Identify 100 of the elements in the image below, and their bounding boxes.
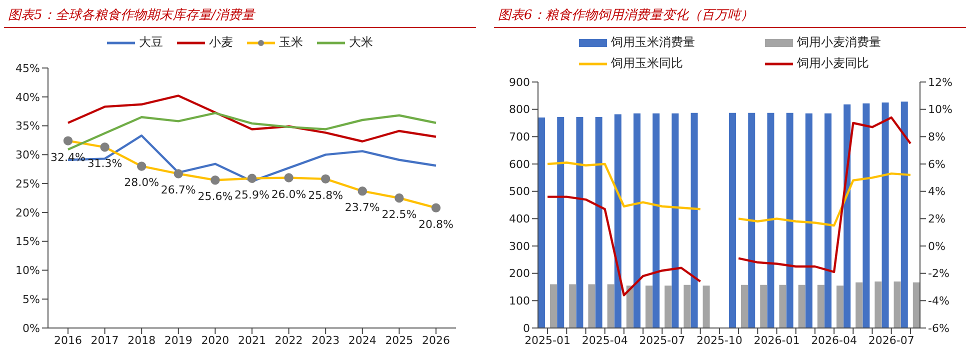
line-series [66, 94, 438, 142]
legend-label: 饲用小麦消费量 [797, 34, 881, 51]
y2-tick-label: 12% [928, 76, 952, 89]
x-tick-label: 2018 [128, 334, 156, 347]
bar [626, 286, 634, 328]
y-tick-label: 10% [16, 264, 40, 278]
y-tick-label: 800 [509, 103, 530, 116]
x-tick-label: 2025-10 [696, 334, 742, 347]
chart-title: 图表6：粮食作物饲用消费量变化（百万吨） [494, 0, 966, 28]
bar [805, 113, 812, 328]
bar [634, 113, 640, 328]
y2-tick-label: 4% [928, 185, 946, 198]
bar [882, 102, 889, 328]
bar [614, 114, 622, 328]
y-tick-label: 15% [16, 235, 40, 248]
y-tick-label: 100 [509, 294, 530, 308]
bar [856, 282, 863, 328]
y-tick-label: 900 [509, 76, 530, 89]
bar [894, 282, 901, 328]
bar [912, 282, 920, 328]
data-label: 22.5% [382, 208, 417, 221]
bar [900, 102, 908, 328]
bar [690, 112, 698, 328]
y-tick-label: 600 [509, 158, 530, 171]
x-tick-label: 2022 [274, 334, 303, 347]
y2-tick-label: 6% [928, 158, 946, 171]
bar [588, 284, 596, 328]
bar [862, 103, 870, 328]
bar [748, 112, 756, 328]
x-tick-label: 2026-07 [868, 334, 914, 347]
y2-tick-label: 10% [928, 103, 952, 116]
bar [786, 112, 794, 328]
bar [874, 282, 882, 328]
legend-label: 玉米 [279, 34, 303, 51]
legend-label: 小麦 [209, 34, 233, 51]
y-tick-label: 0 [523, 322, 530, 335]
data-label: 25.9% [234, 188, 270, 202]
y-tick-label: 500 [509, 185, 530, 198]
bar [538, 118, 545, 328]
y2-tick-label: 8% [928, 130, 946, 144]
bar [729, 112, 736, 328]
bar [550, 284, 557, 328]
legend-label: 大米 [349, 34, 373, 51]
data-label: 23.7% [344, 201, 380, 214]
bar [779, 284, 786, 328]
y-tick-label: 200 [509, 267, 530, 280]
bar [702, 286, 710, 328]
bar [760, 284, 768, 328]
y-tick-label: 700 [509, 130, 530, 144]
data-label: 31.3% [87, 157, 122, 170]
bar [557, 116, 564, 328]
y-tick-label: 5% [22, 293, 40, 306]
legend-label: 饲用玉米同比 [611, 55, 683, 72]
bar [836, 286, 844, 328]
line-series [66, 112, 438, 151]
y-tick-label: 40% [16, 90, 40, 104]
x-tick-label: 2023 [312, 334, 340, 347]
data-label: 26.0% [271, 188, 306, 201]
data-label: 32.4% [50, 150, 86, 164]
bar [817, 284, 824, 328]
data-label: 28.0% [124, 176, 160, 190]
data-label: 20.8% [418, 218, 454, 231]
bar [607, 284, 614, 328]
bar [767, 112, 774, 328]
y-tick-label: 45% [16, 62, 40, 75]
legend-label: 大豆 [139, 34, 163, 51]
bar [569, 284, 576, 328]
bar [798, 284, 806, 328]
bar [684, 284, 691, 328]
bar [652, 113, 660, 328]
bar [646, 286, 652, 328]
x-tick-label: 2026-01 [754, 334, 800, 347]
x-tick-label: 2021 [238, 334, 266, 347]
y2-tick-label: -6% [928, 322, 950, 335]
legend-label: 饲用小麦同比 [797, 55, 869, 72]
bar [824, 113, 832, 328]
x-tick-label: 2016 [54, 334, 82, 347]
x-tick-label: 2025-07 [639, 334, 686, 347]
data-label: 25.6% [198, 190, 233, 204]
legend-label: 饲用玉米消费量 [611, 34, 695, 51]
bar [595, 116, 602, 328]
y2-tick-label: 2% [928, 212, 946, 226]
data-label: 26.7% [160, 184, 196, 197]
y-tick-label: 300 [509, 240, 530, 253]
bar [844, 104, 851, 328]
x-tick-label: 2026 [422, 334, 450, 347]
x-tick-label: 2025-04 [582, 334, 628, 347]
y2-tick-label: -2% [928, 267, 950, 280]
data-label: 25.8% [308, 188, 344, 202]
chart-title: 图表5：全球各粮食作物期末库存量/消费量 [4, 0, 476, 28]
y-tick-label: 0% [22, 322, 40, 335]
y2-tick-label: -4% [928, 294, 950, 308]
x-tick-label: 2020 [201, 334, 230, 347]
x-tick-label: 2024 [348, 334, 376, 347]
bar [664, 286, 672, 328]
y-tick-label: 400 [509, 212, 530, 226]
x-tick-label: 2019 [164, 334, 192, 347]
y-tick-label: 30% [16, 148, 40, 162]
y-tick-label: 35% [16, 120, 40, 133]
bar [741, 284, 748, 328]
